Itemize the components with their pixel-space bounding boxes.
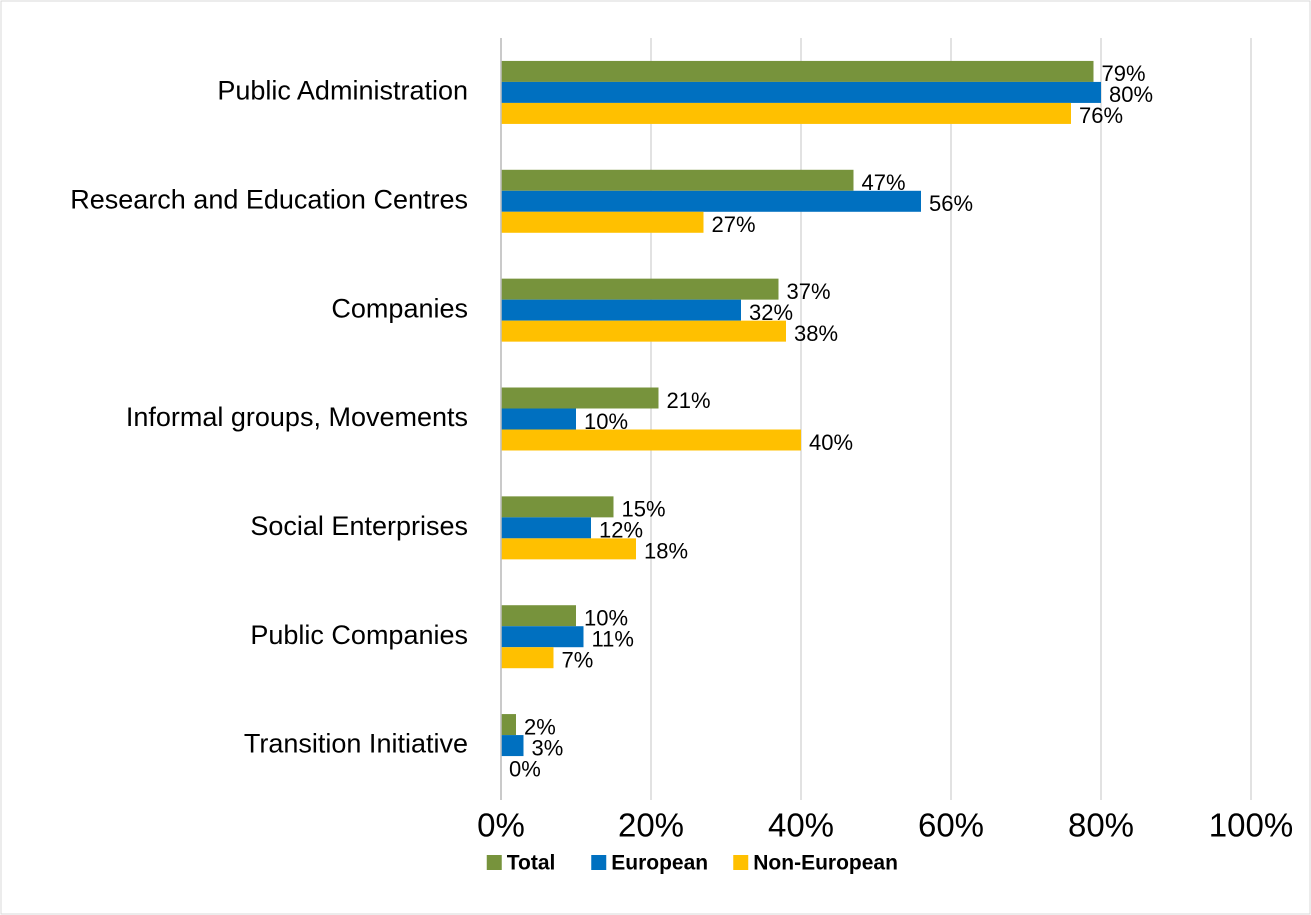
data-label: 7% [562, 648, 594, 673]
category-label: Companies [331, 293, 468, 323]
bar [501, 190, 921, 212]
x-tick-label: 40% [768, 807, 834, 844]
bar [501, 647, 554, 669]
bar [501, 81, 1101, 103]
bar [501, 278, 779, 300]
bar [501, 538, 636, 560]
data-label: 37% [787, 279, 831, 304]
bar [501, 102, 1071, 124]
category-label: Research and Education Centres [70, 184, 468, 214]
legend-label: European [611, 852, 708, 875]
bar [501, 714, 516, 736]
category-label: Public Companies [250, 620, 468, 650]
data-label: 15% [622, 497, 666, 522]
x-tick-label: 80% [1068, 807, 1134, 844]
bar [501, 320, 786, 342]
legend-swatch [486, 855, 502, 870]
bar [501, 299, 741, 321]
data-label: 38% [794, 321, 838, 346]
category-label: Public Administration [217, 76, 468, 106]
data-label: 27% [712, 212, 756, 237]
data-label: 80% [1109, 82, 1153, 107]
bar [501, 387, 659, 409]
category-label: Transition Initiative [244, 729, 468, 759]
data-label: 3% [532, 735, 564, 760]
category-label: Social Enterprises [250, 511, 468, 541]
bar [501, 211, 704, 233]
data-label: 21% [667, 388, 711, 413]
data-label: 40% [809, 430, 853, 455]
x-tick-label: 100% [1209, 807, 1293, 844]
legend-label: Non-European [753, 852, 898, 875]
bar [501, 60, 1094, 82]
bar [501, 408, 576, 430]
bar [501, 429, 801, 451]
data-label: 76% [1079, 103, 1123, 128]
legend-swatch [733, 855, 749, 870]
x-tick-label: 0% [477, 807, 525, 844]
bar [501, 517, 591, 539]
data-label: 2% [524, 714, 556, 739]
bar [501, 735, 524, 757]
bar [501, 496, 614, 518]
bar [501, 605, 576, 627]
x-tick-label: 60% [918, 807, 984, 844]
bar [501, 169, 854, 191]
data-label: 79% [1102, 61, 1146, 86]
data-label: 0% [509, 756, 541, 781]
legend-swatch [591, 855, 607, 870]
x-tick-label: 20% [618, 807, 684, 844]
data-label: 10% [584, 606, 628, 631]
bar [501, 626, 584, 648]
category-label: Informal groups, Movements [126, 402, 468, 432]
legend-label: Total [507, 852, 556, 875]
data-label: 11% [592, 627, 634, 652]
data-label: 18% [644, 539, 688, 564]
data-label: 56% [929, 191, 973, 216]
